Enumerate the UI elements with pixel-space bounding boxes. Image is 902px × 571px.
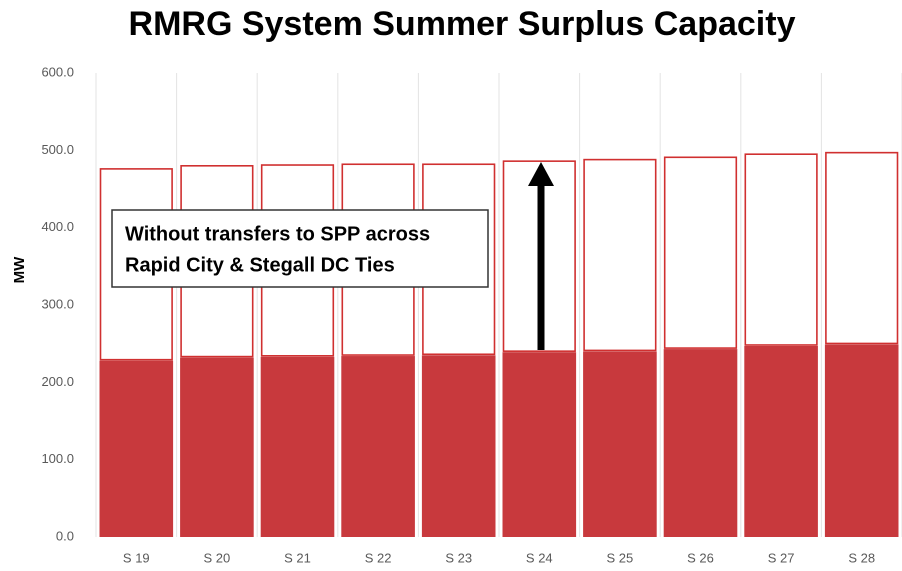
annotation-box <box>111 209 489 288</box>
y-tick-label: 100.0 <box>41 451 74 466</box>
arrow <box>528 162 554 350</box>
x-tick-label: S 28 <box>848 550 875 565</box>
bar-segment <box>825 151 899 345</box>
bar-segment <box>260 356 335 537</box>
annotation-line: Rapid City & Stegall DC Ties <box>125 254 395 276</box>
bar-segment <box>744 345 818 537</box>
x-tick-label: S 19 <box>123 550 150 565</box>
bar-segment <box>421 355 496 537</box>
plot-area: 0.0 100.0 200.0 300.0 400.0 500.0 600.0 S 19 S 2… <box>41 64 902 565</box>
y-tick-label: 500.0 <box>41 142 74 157</box>
bar-segment <box>663 156 738 349</box>
y-tick-label: 200.0 <box>41 374 74 389</box>
chart-title: RMRG System Summer Surplus Capacity <box>129 5 796 43</box>
bar-segment <box>583 158 657 352</box>
bar-segment <box>663 349 738 537</box>
y-tick-label: 600.0 <box>41 64 74 79</box>
y-tick-label: 300.0 <box>41 296 74 311</box>
bar-segment <box>502 352 577 537</box>
bar-segment <box>99 360 174 537</box>
x-tick-label: S 20 <box>204 550 231 565</box>
y-tick-label: 400.0 <box>41 219 74 234</box>
x-tick-label: S 24 <box>526 550 553 565</box>
annotation: Without transfers to SPP across Rapid Ci… <box>111 209 489 288</box>
x-tick-label: S 26 <box>687 550 714 565</box>
annotation-line: Without transfers to SPP across <box>125 223 430 245</box>
bar-segment <box>744 153 818 346</box>
x-tick-label: S 25 <box>607 550 634 565</box>
x-tick-label: S 22 <box>365 550 392 565</box>
bar-segment <box>824 344 899 537</box>
x-tick-label: S 21 <box>284 550 311 565</box>
x-tick-label: S 23 <box>445 550 472 565</box>
x-tick-label: S 27 <box>768 550 795 565</box>
bar-segment <box>341 356 415 537</box>
bar-segment <box>583 351 657 537</box>
y-tick-label: 0.0 <box>56 528 74 543</box>
arrow-head <box>528 162 554 186</box>
y-axis-label: MW <box>11 256 28 283</box>
bar-segment <box>180 357 254 537</box>
